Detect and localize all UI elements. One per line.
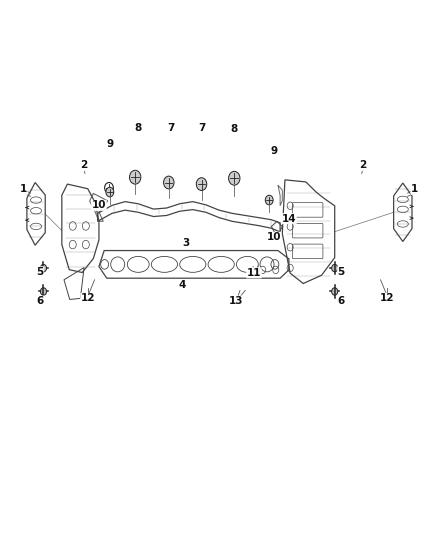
Circle shape: [40, 264, 46, 272]
Text: 13: 13: [229, 296, 244, 306]
Text: 2: 2: [360, 160, 367, 171]
Text: 1: 1: [20, 184, 27, 195]
Text: 14: 14: [282, 214, 296, 224]
Text: 10: 10: [266, 232, 281, 243]
Text: 8: 8: [134, 123, 142, 133]
Circle shape: [229, 171, 240, 185]
Text: 11: 11: [247, 268, 261, 278]
Circle shape: [40, 288, 46, 295]
Circle shape: [196, 177, 207, 190]
Circle shape: [265, 195, 273, 205]
Text: 6: 6: [338, 296, 345, 306]
Text: 6: 6: [36, 296, 44, 306]
Text: 5: 5: [36, 267, 44, 277]
Circle shape: [130, 170, 141, 184]
Text: 9: 9: [270, 146, 277, 156]
Text: 4: 4: [178, 280, 186, 290]
Circle shape: [106, 187, 114, 197]
Text: 12: 12: [380, 293, 394, 303]
Text: 7: 7: [198, 123, 205, 133]
Text: 9: 9: [106, 139, 113, 149]
Text: 3: 3: [183, 238, 190, 247]
Text: 12: 12: [81, 293, 95, 303]
Text: 2: 2: [80, 160, 87, 171]
Circle shape: [332, 264, 338, 272]
Text: 5: 5: [338, 267, 345, 277]
Text: 7: 7: [167, 123, 175, 133]
Text: 10: 10: [92, 200, 106, 211]
Circle shape: [332, 288, 338, 295]
Circle shape: [163, 176, 174, 189]
Text: 8: 8: [231, 124, 238, 134]
Text: 1: 1: [411, 184, 418, 195]
